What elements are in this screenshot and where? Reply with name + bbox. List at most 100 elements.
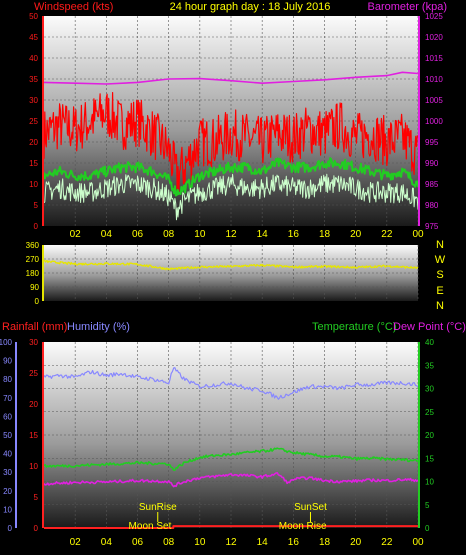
y-tick-label: 30 (29, 96, 38, 105)
x-tick-label: 12 (225, 229, 237, 240)
y-tick-label: 15 (29, 159, 38, 168)
x-tick-label: 18 (319, 537, 331, 548)
y-tick-label: 0 (8, 524, 13, 533)
y-tick-label: 360 (26, 241, 40, 250)
compass-s: S (436, 269, 443, 281)
sunrise-label: SunRise (139, 502, 177, 513)
y-tick-label: 10 (29, 180, 38, 189)
x-tick-label: 00 (412, 229, 424, 240)
y-tick-label: 0 (425, 524, 430, 533)
compass-e: E (436, 285, 443, 297)
y-tick-label: 0 (35, 297, 40, 306)
y-tick-label: 1015 (425, 54, 443, 63)
x-tick-label: 12 (225, 537, 237, 548)
x-tick-label: 06 (132, 229, 144, 240)
y-tick-label: 10 (3, 505, 12, 514)
wind-panel-ticks: 0510152025303540455097598098599099510001… (29, 12, 443, 240)
y-tick-label: 20 (29, 400, 38, 409)
gust-series (43, 91, 419, 193)
y-tick-label: 990 (425, 159, 439, 168)
y-tick-label: 70 (3, 394, 12, 403)
y-tick-label: 5 (34, 493, 39, 502)
x-tick-label: 10 (194, 229, 206, 240)
x-tick-label: 22 (381, 537, 393, 548)
x-tick-label: 10 (194, 537, 206, 548)
y-tick-label: 270 (26, 255, 40, 264)
x-tick-label: 02 (70, 229, 82, 240)
compass-n-top: N (436, 239, 444, 251)
compass-n-bottom: N (436, 300, 444, 312)
y-tick-label: 30 (29, 338, 38, 347)
y-tick-label: 20 (425, 431, 434, 440)
direction-panel-ticks: 0 90 180 270 360 (26, 241, 40, 306)
y-tick-label: 180 (26, 269, 40, 278)
x-tick-label: 02 (70, 537, 82, 548)
y-tick-label: 5 (425, 501, 430, 510)
y-tick-label: 1005 (425, 96, 443, 105)
x-tick-label: 14 (257, 229, 269, 240)
direction-series (43, 259, 419, 271)
y-tick-label: 80 (3, 375, 12, 384)
y-tick-label: 90 (3, 357, 12, 366)
humidity-axis-label: Humidity (%) (67, 321, 130, 333)
y-tick-label: 35 (29, 75, 38, 84)
windspeed-axis-label: Windspeed (kts) (34, 1, 113, 13)
x-tick-label: 04 (101, 229, 113, 240)
rain-series (44, 525, 418, 529)
rainfall-axis-label: Rainfall (mm) (2, 321, 67, 333)
compass-w: W (435, 254, 446, 266)
x-tick-label: 16 (288, 229, 300, 240)
barometer-axis-label: Barometer (kpa) (368, 1, 447, 13)
dewpoint-series (43, 471, 419, 488)
y-tick-label: 45 (29, 33, 38, 42)
y-tick-label: 50 (3, 431, 12, 440)
y-tick-label: 100 (0, 338, 13, 347)
x-tick-label: 14 (257, 537, 269, 548)
direction-panel-series (43, 259, 419, 271)
y-tick-label: 1010 (425, 75, 443, 84)
y-tick-label: 25 (425, 408, 434, 417)
temperature-axis-label: Temperature (°C) (312, 321, 396, 333)
y-tick-label: 25 (29, 369, 38, 378)
barometer-series (43, 71, 419, 85)
chart-title: 24 hour graph day : 18 July 2016 (170, 1, 331, 13)
y-tick-label: 15 (29, 431, 38, 440)
moonset-label: Moon Set (129, 521, 172, 532)
temperature-series (43, 447, 418, 472)
y-tick-label: 1020 (425, 33, 443, 42)
moonrise-label: Moon Rise (279, 521, 327, 532)
y-tick-label: 15 (425, 454, 434, 463)
x-tick-label: 16 (288, 537, 300, 548)
y-tick-label: 985 (425, 180, 439, 189)
wind-panel-series (43, 71, 419, 221)
y-tick-label: 40 (3, 450, 12, 459)
climate-panel-ticks: 0102030405060708090100051015202530051015… (0, 338, 434, 548)
y-tick-label: 1000 (425, 117, 443, 126)
y-tick-label: 0 (34, 222, 39, 231)
y-tick-label: 975 (425, 222, 439, 231)
lull-wind-series (43, 173, 419, 221)
x-tick-label: 06 (132, 537, 144, 548)
y-tick-label: 40 (425, 338, 434, 347)
y-tick-label: 0 (34, 524, 39, 533)
y-tick-label: 35 (425, 361, 434, 370)
x-tick-label: 22 (381, 229, 393, 240)
y-tick-label: 1025 (425, 12, 443, 21)
y-tick-label: 40 (29, 54, 38, 63)
x-tick-label: 18 (319, 229, 331, 240)
sunset-label: SunSet (294, 502, 327, 513)
climate-panel-series (43, 367, 419, 529)
y-tick-label: 20 (3, 487, 12, 496)
x-tick-label: 00 (412, 537, 424, 548)
y-tick-label: 5 (34, 201, 39, 210)
direction-panel-grid (44, 245, 419, 301)
y-tick-label: 995 (425, 138, 439, 147)
y-tick-label: 10 (425, 478, 434, 487)
x-tick-label: 20 (350, 229, 362, 240)
y-tick-label: 980 (425, 201, 439, 210)
x-tick-label: 04 (101, 537, 113, 548)
dewpoint-axis-label: Dew Point (°C) (393, 321, 466, 333)
y-tick-label: 25 (29, 117, 38, 126)
y-tick-label: 90 (30, 283, 39, 292)
